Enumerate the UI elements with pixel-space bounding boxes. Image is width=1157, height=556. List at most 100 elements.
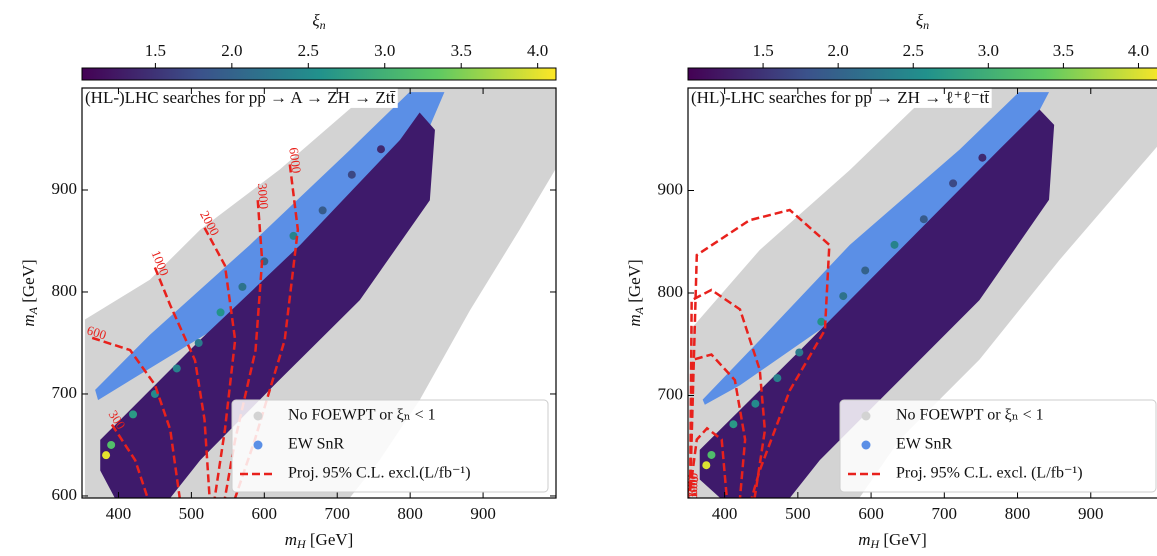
y-tick-label: 800 (658, 282, 684, 301)
legend-box (839, 399, 1157, 493)
contour-line (688, 426, 729, 498)
colorbar-tick-label: 1.5 (145, 41, 166, 60)
point (172, 364, 181, 373)
colorbar-tick-label: 1.5 (752, 41, 773, 60)
x-tick-label: 700 (932, 504, 958, 523)
point (817, 317, 826, 326)
x-axis-label: mH [GeV] (285, 530, 354, 551)
label-symbol: ξ (312, 11, 320, 30)
point (216, 308, 225, 317)
legend-marker (861, 440, 871, 450)
contour-label: 600 (685, 476, 700, 496)
label-subscript: A (632, 306, 646, 315)
y-axis-label: mA [GeV] (19, 259, 40, 326)
point (702, 461, 711, 470)
annotation: (HL)-LHC searches for pp → ZH → ℓ⁺ℓ⁻tt̄ (691, 88, 990, 107)
x-tick-label: 500 (179, 504, 205, 523)
label-subscript: n (320, 18, 326, 32)
legend-box (231, 399, 549, 493)
colorbar-tick-label: 3.5 (1053, 41, 1074, 60)
point (890, 240, 899, 249)
contour-line (110, 423, 149, 498)
label-symbol: m (625, 314, 644, 326)
legend-label: No FOEWPT or ξₙ < 1 (288, 407, 436, 424)
legend-label: No FOEWPT or ξₙ < 1 (896, 407, 1044, 424)
contour-label: 600 (85, 322, 108, 342)
colorbar-tick-label: 3.5 (451, 41, 472, 60)
contour-line (688, 208, 831, 498)
x-tick-label: 400 (106, 504, 132, 523)
point (839, 292, 848, 301)
y-tick-label: 800 (52, 281, 78, 300)
contour-line (223, 200, 264, 498)
label-unit: [GeV] (310, 530, 353, 549)
colorbar-tick-label: 3.0 (978, 41, 999, 60)
point (347, 170, 356, 179)
legend-label: Proj. 95% C.L. excl.(L/fb⁻¹) (288, 465, 471, 482)
legend-label: EW SnR (896, 436, 952, 453)
contour-label: 6000 (286, 146, 304, 174)
label-subscript: H (296, 537, 307, 551)
point (773, 374, 782, 383)
x-tick-label: 400 (712, 504, 738, 523)
contour-label: 3000 (255, 183, 272, 210)
point (376, 145, 385, 154)
label-subscript: H (869, 537, 880, 551)
contour-label: 300 (684, 475, 701, 496)
x-tick-label: 600 (252, 504, 278, 523)
point (949, 179, 958, 188)
point (289, 231, 298, 240)
point (107, 440, 116, 449)
point (102, 451, 111, 460)
contour-line (203, 227, 237, 498)
contour-line (91, 336, 181, 498)
colorbar (81, 67, 557, 81)
point (978, 153, 987, 162)
legend-label: Proj. 95% C.L. excl. (L/fb⁻¹) (896, 465, 1083, 482)
contour-line (688, 288, 767, 498)
colorbar-tick-label: 2.5 (298, 41, 319, 60)
point (729, 420, 738, 429)
region (702, 92, 1050, 405)
annotation-background (83, 86, 398, 108)
x-tick-label: 800 (397, 504, 423, 523)
x-tick-label: 900 (470, 504, 496, 523)
legend-marker (253, 440, 263, 450)
colorbar-label: ξn (312, 11, 325, 32)
y-axis-label: mA [GeV] (625, 259, 646, 326)
legend-marker (861, 411, 871, 421)
colorbar-tick-label: 2.5 (903, 41, 924, 60)
point (751, 399, 760, 408)
contour-label: 3000 (685, 473, 701, 499)
annotation: (HL-)LHC searches for pp → A → ZH → Ztt̄ (85, 88, 396, 107)
plot-frame (81, 87, 557, 499)
colorbar-tick-label: 2.0 (221, 41, 242, 60)
contour-line (153, 267, 211, 498)
label-subscript: A (26, 306, 40, 315)
colorbar-tick-label: 3.0 (374, 41, 395, 60)
point (129, 410, 138, 419)
annotation-background (689, 86, 992, 108)
legend-label: EW SnR (288, 436, 344, 453)
colorbar-label: ξn (916, 11, 929, 32)
region (699, 109, 1055, 498)
point (194, 338, 203, 347)
label-symbol: m (19, 314, 38, 326)
y-tick-label: 700 (658, 384, 684, 403)
region (100, 112, 435, 498)
colorbar-tick-label: 2.0 (828, 41, 849, 60)
y-tick-label: 900 (658, 179, 684, 198)
label-unit: [GeV] (19, 259, 38, 302)
x-tick-label: 500 (785, 504, 811, 523)
x-tick-label: 800 (1005, 504, 1031, 523)
x-axis-label: mH [GeV] (858, 530, 927, 551)
point (707, 450, 716, 459)
label-unit: [GeV] (625, 259, 644, 302)
point (919, 215, 928, 224)
label-subscript: n (923, 18, 929, 32)
region (95, 92, 445, 401)
y-tick-label: 700 (52, 383, 78, 402)
